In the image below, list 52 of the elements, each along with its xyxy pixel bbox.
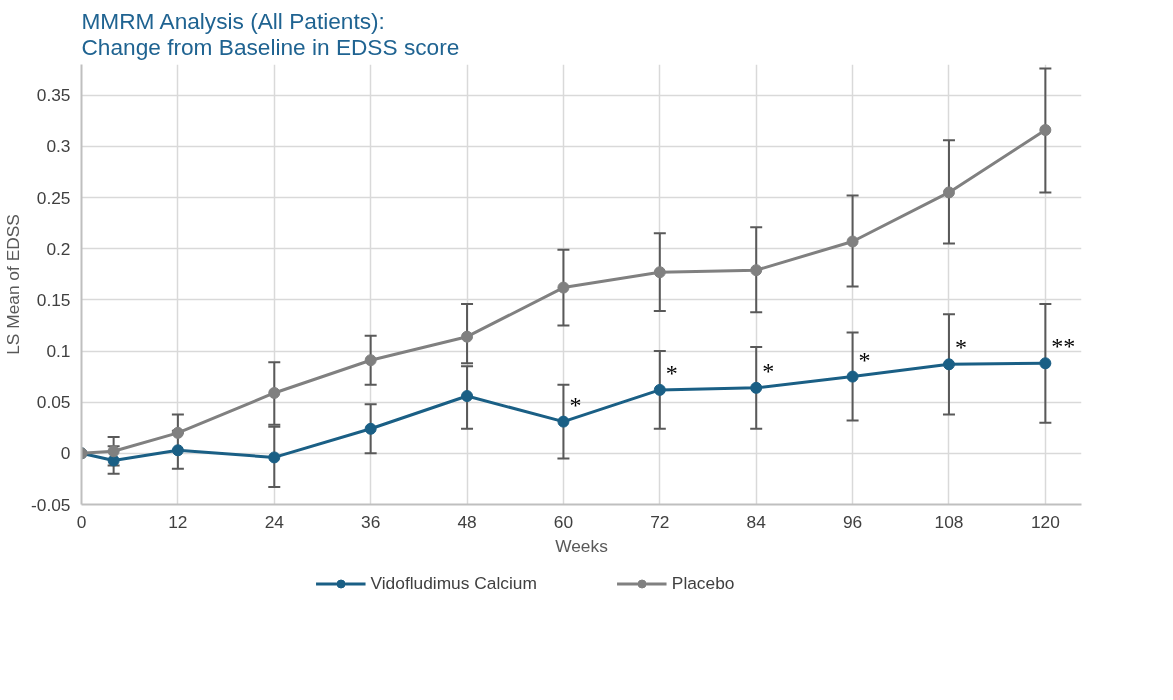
x-tick-label: 120 xyxy=(1030,511,1060,532)
point xyxy=(461,390,474,403)
x-tick-label: 84 xyxy=(746,511,767,532)
annotation: ** xyxy=(1051,333,1076,360)
point xyxy=(1039,357,1052,370)
x-tick-label: 60 xyxy=(553,511,574,532)
point xyxy=(846,235,859,248)
point xyxy=(846,370,859,383)
x-tick-label: 0 xyxy=(76,511,87,532)
x-tick-label: 36 xyxy=(361,511,381,532)
y-tick-label: 0.05 xyxy=(36,392,71,413)
point xyxy=(942,358,955,371)
y-tick-label: 0.15 xyxy=(36,289,71,310)
point xyxy=(750,381,763,394)
x-tick-label: 48 xyxy=(457,511,477,532)
y-tick-label: 0.3 xyxy=(46,136,71,157)
y-tick-label: 0.25 xyxy=(36,187,71,208)
annotation: * xyxy=(762,357,775,384)
point xyxy=(1039,124,1052,136)
point xyxy=(171,426,184,439)
point xyxy=(557,281,570,294)
x-tick-label: 12 xyxy=(168,511,188,532)
y-axis-title: LS Mean of EDSS xyxy=(3,214,23,355)
x-tick-label: 108 xyxy=(934,511,964,532)
annotation: * xyxy=(858,346,871,373)
annotation: * xyxy=(665,359,678,386)
y-tick-label: -0.05 xyxy=(31,494,71,515)
x-axis-title: Weeks xyxy=(555,535,609,556)
legend-label: Vidofludimus Calcium xyxy=(370,572,537,594)
point xyxy=(653,266,666,279)
point xyxy=(461,330,474,343)
y-tick-label: 0.1 xyxy=(46,341,71,362)
point xyxy=(107,445,120,458)
point xyxy=(364,422,377,435)
x-tick-label: 96 xyxy=(842,511,863,532)
point xyxy=(557,415,570,428)
y-tick-label: 0 xyxy=(60,443,71,464)
point xyxy=(171,444,184,457)
chart-title: MMRM Analysis (All Patients): Change from Baseline in EDSS score xyxy=(81,7,460,60)
annotation: * xyxy=(569,391,582,418)
y-tick-label: 0.2 xyxy=(46,238,71,259)
x-tick-label: 72 xyxy=(650,511,670,532)
point xyxy=(942,186,955,199)
point xyxy=(364,354,377,367)
x-tick-label: 24 xyxy=(264,511,285,532)
legend-label: Placebo xyxy=(671,572,735,594)
point xyxy=(268,386,281,399)
annotation: * xyxy=(954,334,967,361)
point xyxy=(750,264,763,277)
y-tick-label: 0.35 xyxy=(36,85,71,106)
point xyxy=(268,451,281,464)
point xyxy=(653,383,666,396)
